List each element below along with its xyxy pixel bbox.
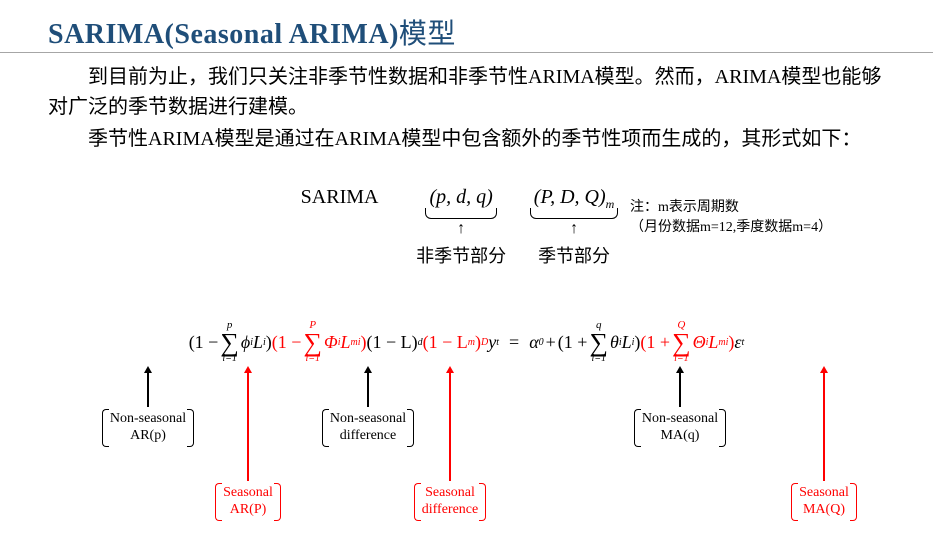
arrow-shaft: [247, 373, 249, 481]
seasonal-group: (P, D, Q)m ↑ 季节部分: [530, 186, 619, 212]
sigma-glyph: ∑: [220, 331, 239, 354]
page-title: SARIMA(Seasonal ARIMA)模型: [48, 12, 456, 52]
annotation-label: SeasonalMA(Q): [791, 485, 857, 519]
t6-L-sup: mi: [718, 337, 728, 348]
sigma-glyph: ∑: [303, 331, 322, 354]
sigma-icon: P ∑ i=1: [303, 320, 322, 364]
seasonal-paren: (P, D, Q)m: [530, 186, 619, 208]
title-suffix: 模型: [399, 19, 456, 50]
t1-open: (1 −: [189, 332, 219, 353]
term-diff-nonseasonal: (1 − L)d: [367, 332, 423, 353]
arrow-shaft: [679, 373, 681, 407]
y: y: [488, 332, 496, 353]
t2-L: L: [340, 332, 350, 353]
sigma-icon: p ∑ i=1: [220, 320, 239, 364]
term-ma-nonseasonal: (1 + q ∑ i=1 θi Li ): [558, 320, 641, 364]
notation-label: SARIMA: [301, 186, 379, 209]
annotation-label: Non-seasonalMA(q): [634, 411, 726, 445]
alpha: α: [529, 332, 538, 353]
annotation-a4: Seasonaldifference: [400, 366, 500, 519]
t1-L: L: [253, 332, 263, 353]
seasonal-caption: 季节部分: [510, 242, 639, 268]
uparrow-icon: ↑: [425, 220, 496, 238]
arrow-up-icon: [676, 366, 684, 373]
nonseasonal-paren: (p, d, q): [425, 186, 496, 208]
brace-icon: [425, 208, 496, 219]
eps: ε: [734, 332, 741, 353]
alpha-sub: 0: [539, 337, 544, 348]
arrow-up-icon: [820, 366, 828, 373]
paragraph-2: 季节性ARIMA模型是通过在ARIMA模型中包含额外的季节性项而生成的，其形式如…: [48, 124, 888, 154]
t2-open: (1 −: [272, 332, 302, 353]
term-alpha: α0: [529, 332, 543, 353]
arrow-up-icon: [144, 366, 152, 373]
annotation-a5: Non-seasonalMA(q): [630, 366, 730, 445]
arrow-up-icon: [446, 366, 454, 373]
title-main: SARIMA(Seasonal ARIMA): [48, 19, 399, 50]
term-y: yt: [488, 332, 499, 353]
equals: =: [509, 332, 519, 353]
nonseasonal-caption: 非季节部分: [405, 242, 516, 268]
term-eps: εt: [734, 332, 744, 353]
annotation-a6: SeasonalMA(Q): [774, 366, 874, 519]
arrow-up-icon: [244, 366, 252, 373]
annotation-label: Non-seasonalAR(p): [102, 411, 194, 445]
t1-phi: ϕ: [241, 332, 250, 353]
t6-L: L: [708, 332, 718, 353]
t3: (1 − L): [367, 332, 418, 353]
sigma-glyph: ∑: [589, 331, 608, 354]
uparrow-icon: ↑: [530, 220, 619, 238]
arrow-up-icon: [364, 366, 372, 373]
sigma-icon: q ∑ i=1: [589, 320, 608, 364]
annotation-label: SeasonalAR(P): [215, 485, 281, 519]
t1-bot: i=1: [222, 354, 237, 364]
seasonal-text: (P, D, Q): [534, 186, 606, 208]
term-ar-nonseasonal: (1 − p ∑ i=1 ϕi Li ): [189, 320, 272, 364]
t5-open: (1 +: [558, 332, 588, 353]
brace-icon: [530, 208, 619, 219]
annotation-label: Seasonaldifference: [414, 485, 486, 519]
t6-bot: i=1: [674, 354, 689, 364]
y-sub: t: [496, 337, 499, 348]
arrow-shaft: [449, 373, 451, 481]
sigma-glyph: ∑: [672, 331, 691, 354]
t6-open: (1 +: [640, 332, 670, 353]
term-ma-seasonal: (1 + Q ∑ i=1 Θi Lmi ): [640, 320, 734, 364]
sigma-icon: Q ∑ i=1: [672, 320, 691, 364]
term-ar-seasonal: (1 − P ∑ i=1 Φi Lmi ): [272, 320, 367, 364]
arrow-shaft: [147, 373, 149, 407]
annotation-a2: SeasonalAR(P): [198, 366, 298, 519]
arrow-shaft: [367, 373, 369, 407]
plus: +: [546, 332, 556, 353]
term-diff-seasonal: (1 − Lm)D: [423, 332, 489, 353]
eps-sub: t: [742, 337, 745, 348]
t5-bot: i=1: [591, 354, 606, 364]
paragraph-1: 到目前为止，我们只关注非季节性数据和非季节性ARIMA模型。然而，ARIMA模型…: [48, 62, 888, 122]
t6-Theta: Θ: [693, 332, 706, 353]
nonseasonal-group: (p, d, q) ↑ 非季节部分: [425, 186, 496, 209]
sarima-equation: (1 − p ∑ i=1 ϕi Li ) (1 − P ∑ i=1 Φi: [0, 320, 933, 364]
t2-bot: i=1: [305, 354, 320, 364]
note-line1: 注：m表示周期数: [630, 198, 900, 218]
t5-L: L: [622, 332, 632, 353]
t4a: (1 − L: [423, 332, 468, 353]
annotation-a1: Non-seasonalAR(p): [98, 366, 198, 445]
t4-sup1: m: [468, 337, 475, 348]
t2-L-sup: mi: [351, 337, 361, 348]
note-line2: （月份数据m=12,季度数据m=4）: [630, 218, 900, 238]
note-text: 注：m表示周期数 （月份数据m=12,季度数据m=4）: [630, 198, 900, 237]
t5-theta: θ: [610, 332, 619, 353]
slide: SARIMA(Seasonal ARIMA)模型 到目前为止，我们只关注非季节性…: [0, 0, 933, 560]
t2-Phi: Φ: [324, 332, 338, 353]
arrow-shaft: [823, 373, 825, 481]
title-divider: [0, 52, 933, 53]
